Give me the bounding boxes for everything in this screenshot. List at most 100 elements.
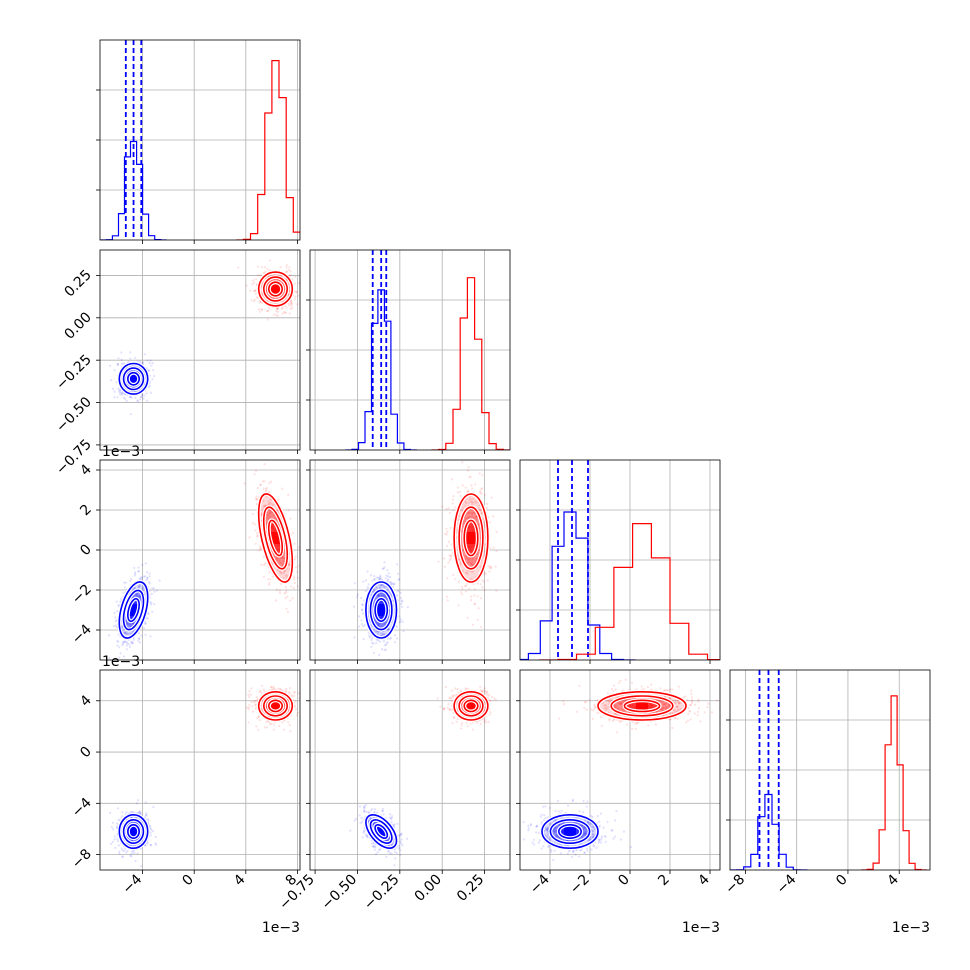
panel-2-1: [306, 459, 511, 664]
contour-0: [369, 589, 393, 631]
y-tick-label: 0.00: [61, 309, 94, 342]
contour-0: [365, 814, 398, 849]
x-offset-label: 1e−3: [262, 920, 300, 936]
x-tick-label: 0.00: [412, 872, 445, 905]
panel-0-0: [96, 39, 301, 244]
contour-0: [541, 813, 599, 849]
panel-content: [353, 461, 498, 660]
panel-content: [349, 685, 497, 867]
density-core: [564, 825, 576, 838]
panel-frame: [309, 459, 511, 661]
histogram-1: [861, 695, 928, 870]
x-tick-label: 4: [695, 871, 713, 889]
contour-1: [262, 506, 289, 570]
contour-0: [122, 589, 145, 631]
contour-1: [262, 695, 288, 717]
panel-3-2: −4 −2 0 2 4 1e−3: [516, 669, 721, 936]
contour-1: [257, 493, 294, 583]
contour-0: [549, 818, 591, 844]
panel-content: [109, 684, 300, 868]
x-tick-label: 4: [231, 871, 249, 889]
histogram-1: [539, 522, 720, 660]
contour-1: [453, 493, 489, 583]
y-tick-label: 0: [77, 542, 95, 560]
contour-0: [374, 824, 389, 839]
contour-0: [365, 581, 398, 639]
histogram-0: [100, 140, 167, 240]
panel-frame: [519, 669, 721, 871]
contour-1: [463, 699, 479, 713]
x-tick-label: −4: [774, 871, 800, 897]
contour-1: [263, 276, 289, 302]
panel-frame: [99, 249, 301, 451]
x-tick-label: 0: [615, 872, 633, 890]
panel-frame: [99, 459, 301, 661]
contour-0: [127, 597, 140, 623]
panel-1-0: −0.75−0.50−0.250.000.25: [53, 249, 301, 478]
panel-frame: [309, 669, 511, 871]
contour-0: [127, 371, 141, 386]
x-tick-label: −2: [567, 872, 593, 898]
y-tick-label: −2: [69, 582, 95, 608]
y-tick-label: 0: [77, 744, 95, 762]
panel-content: [730, 670, 928, 870]
contour-1: [610, 695, 674, 717]
contour-0: [369, 819, 393, 844]
y-tick-label: −0.50: [53, 394, 95, 436]
panel-2-2: [516, 459, 721, 664]
y-offset-label: 1e−3: [102, 654, 140, 670]
x-tick-label: 0.25: [454, 872, 487, 905]
x-offset-label: 1e−3: [682, 920, 720, 936]
contour-0: [118, 362, 149, 395]
contour-0: [374, 597, 389, 622]
panel-content: [520, 460, 720, 660]
contour-0: [557, 823, 582, 839]
contour-0: [118, 814, 149, 850]
panel-frame: [99, 669, 301, 871]
panel-content: [108, 463, 300, 660]
y-tick-label: −8: [69, 846, 95, 872]
x-tick-label: −0.50: [319, 872, 361, 914]
panel-3-1: −0.75 −0.50 −0.25 0.00 0.25: [276, 669, 511, 914]
panel-3-3: −8 −4 0 4 1e−3: [722, 669, 931, 936]
panel-content: [100, 40, 300, 240]
density-core: [375, 604, 388, 616]
density-core: [465, 532, 477, 544]
contour-0: [122, 819, 145, 845]
y-offset-label: 1e−3: [102, 444, 140, 460]
y-tick-label: 2: [77, 502, 95, 520]
contour-1: [458, 695, 484, 717]
y-tick-label: −0.25: [53, 352, 95, 394]
x-tick-label: 2: [655, 872, 673, 890]
density-core: [269, 283, 282, 295]
contour-1: [453, 691, 489, 721]
panel-content: [522, 678, 719, 862]
y-tick-label: −4: [69, 621, 95, 647]
histogram-0: [345, 289, 417, 450]
contour-1: [257, 271, 294, 307]
panel-content: [345, 250, 510, 450]
density-core: [636, 699, 648, 712]
x-tick-label: 0: [833, 872, 851, 890]
y-tick-label: −4: [69, 795, 95, 821]
contour-1: [257, 691, 294, 721]
contour-0: [122, 367, 145, 391]
panel-1-1: [306, 249, 511, 454]
contour-1: [267, 699, 283, 713]
x-tick-label: 0: [179, 872, 197, 890]
x-tick-label: −4: [120, 871, 146, 897]
y-tick-label: 4: [77, 692, 95, 710]
y-tick-label: 4: [77, 461, 95, 479]
y-tick-label: 0.25: [61, 267, 94, 300]
x-tick-label: −0.25: [361, 872, 403, 914]
histogram-1: [236, 59, 300, 240]
contour-1: [463, 519, 479, 557]
contour-1: [623, 699, 661, 713]
panel-2-0: −4 −2 0 2 4 1e−3: [69, 444, 301, 664]
histogram-0: [520, 511, 636, 660]
contour-0: [127, 824, 141, 840]
contour-1: [267, 519, 284, 557]
contour-1: [268, 281, 284, 297]
